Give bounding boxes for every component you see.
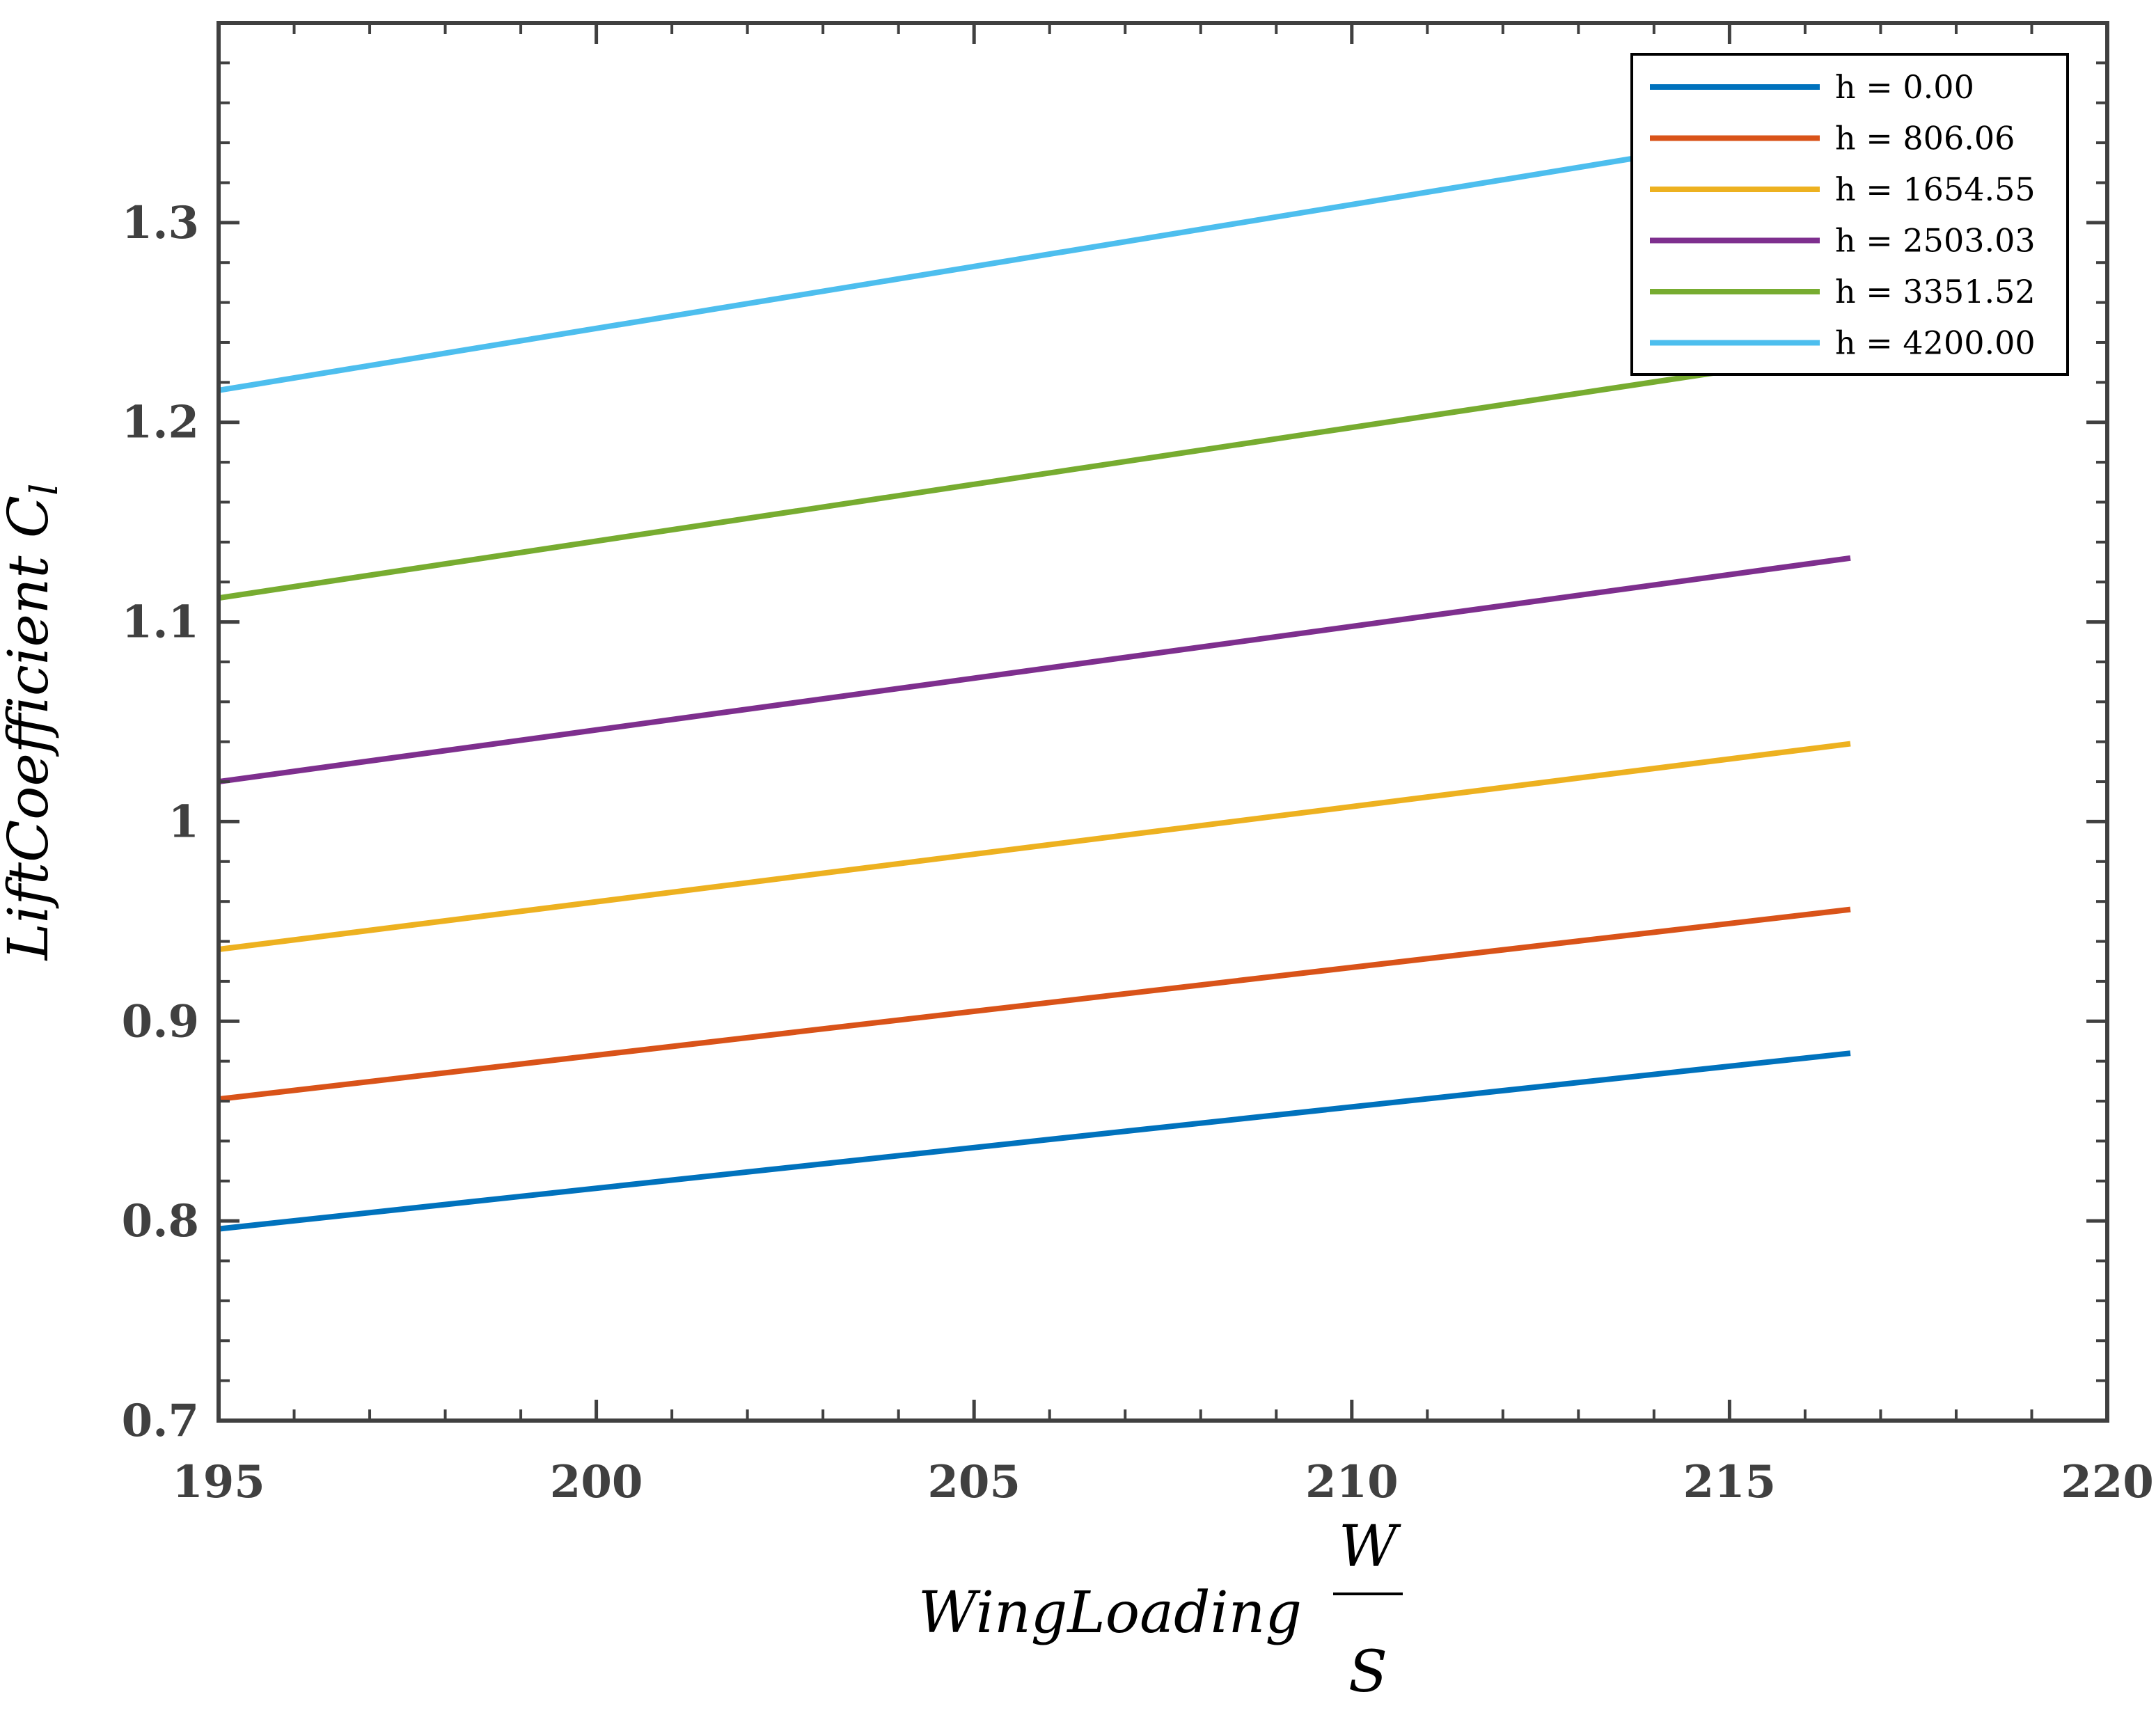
labels-layer: 195 200 205 210 215 220 0.7 0.8 0.9 1 1.1 1.2 1.3 Win… — [0, 197, 2154, 1705]
x-tick-label: 220 — [2061, 1456, 2154, 1508]
series-line-5 — [218, 349, 1851, 601]
x-tick-label: 210 — [1305, 1456, 1399, 1508]
series-line-4 — [218, 555, 1851, 785]
x-tick-label: 215 — [1683, 1456, 1777, 1508]
y-tick-label: 1.3 — [122, 197, 199, 249]
y-tick-label: 1.1 — [122, 596, 199, 649]
y-axis-label-group: LiftCoefficient Cl — [0, 484, 66, 962]
x-tick-label: 195 — [172, 1456, 265, 1508]
x-axis-fraction-denominator: S — [1348, 1639, 1387, 1705]
y-axis-symbol: C — [0, 496, 61, 538]
axes-layer — [217, 21, 2109, 1423]
y-axis-label-text: LiftCoefficient — [0, 538, 61, 961]
y-tick-label: 0.9 — [122, 995, 199, 1048]
legend-entry-4: h = 2503.03 — [1835, 222, 2036, 260]
x-axis-label: WingLoading — [918, 1580, 1302, 1646]
y-axis-label: LiftCoefficient Cl — [0, 484, 66, 962]
y-tick-label: 1.2 — [122, 397, 199, 449]
legend-entry-1: h = 0.00 — [1835, 68, 1974, 106]
x-axis-fraction-numerator: W — [1339, 1514, 1401, 1580]
legend-entry-6: h = 4200.00 — [1835, 324, 2036, 362]
legend: h = 0.00 h = 806.06 h = 1654.55 h = 2503.03… — [1630, 53, 2069, 376]
axes-box — [217, 21, 2109, 1423]
series-line-1 — [218, 1050, 1851, 1232]
y-tick-label: 0.7 — [122, 1395, 199, 1447]
legend-entry-5: h = 3351.52 — [1835, 273, 2036, 310]
x-tick-label: 205 — [927, 1456, 1021, 1508]
series-line-2 — [218, 906, 1851, 1102]
legend-entry-3: h = 1654.55 — [1835, 171, 2036, 208]
series-line-3 — [218, 741, 1851, 952]
legend-box — [1630, 53, 2069, 376]
series-line-6 — [218, 120, 1851, 393]
legend-entry-2: h = 806.06 — [1835, 120, 2015, 157]
ticks-layer — [217, 21, 2109, 1423]
y-tick-label: 1 — [168, 796, 199, 848]
series-layer — [218, 120, 1851, 1232]
y-tick-label: 0.8 — [122, 1195, 199, 1247]
y-axis-symbol-subscript: l — [22, 484, 66, 496]
x-tick-label: 200 — [550, 1456, 643, 1508]
